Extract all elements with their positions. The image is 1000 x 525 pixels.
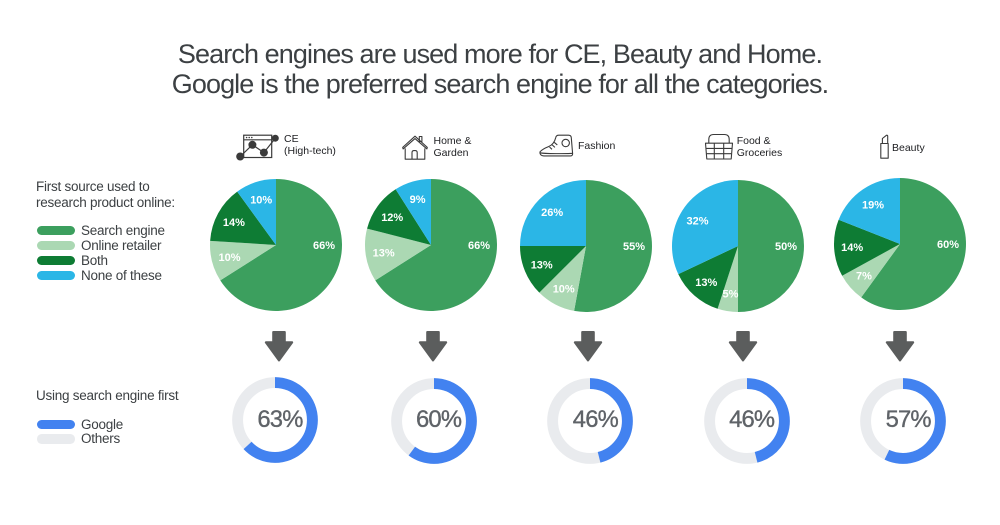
svg-text:10%: 10%: [218, 251, 240, 263]
svg-text:26%: 26%: [541, 207, 563, 219]
svg-text:10%: 10%: [250, 194, 272, 206]
svg-text:50%: 50%: [775, 240, 797, 252]
svg-text:14%: 14%: [841, 241, 863, 253]
svg-text:9%: 9%: [410, 193, 426, 205]
svg-text:19%: 19%: [862, 199, 884, 211]
svg-text:66%: 66%: [468, 239, 490, 251]
svg-text:13%: 13%: [696, 276, 718, 288]
svg-text:10%: 10%: [552, 283, 574, 295]
svg-text:55%: 55%: [623, 241, 645, 253]
svg-text:5%: 5%: [723, 288, 739, 300]
svg-text:13%: 13%: [530, 259, 552, 271]
svg-text:14%: 14%: [223, 216, 245, 228]
svg-text:32%: 32%: [687, 215, 709, 227]
svg-text:12%: 12%: [381, 211, 403, 223]
svg-text:13%: 13%: [373, 247, 395, 259]
svg-text:7%: 7%: [856, 270, 872, 282]
svg-text:60%: 60%: [937, 238, 959, 250]
svg-text:66%: 66%: [313, 239, 335, 251]
